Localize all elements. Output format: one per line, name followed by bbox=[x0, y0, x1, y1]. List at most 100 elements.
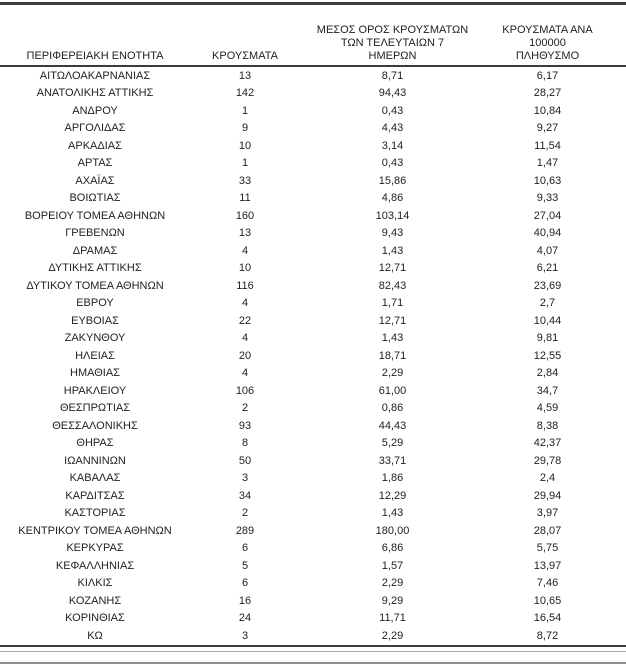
table-row: ΑΙΤΩΛΟΑΚΑΡΝΑΝΙΑΣ 13 8,71 6,17 bbox=[0, 67, 626, 85]
table-row: ΓΡΕΒΕΝΩΝ 13 9,43 40,94 bbox=[0, 225, 626, 243]
table-row: ΚΙΛΚΙΣ 6 2,29 7,46 bbox=[0, 575, 626, 593]
table-row: ΘΕΣΣΑΛΟΝΙΚΗΣ 93 44,43 8,38 bbox=[0, 417, 626, 435]
table-row: ΒΟΙΩΤΙΑΣ 11 4,86 9,33 bbox=[0, 190, 626, 208]
per100k-cell: 34,7 bbox=[536, 384, 559, 397]
table-row: ΔΥΤΙΚΟΥ ΤΟΜΕΑ ΑΘΗΝΩΝ 116 82,43 23,69 bbox=[0, 277, 626, 295]
per100k-cell: 6,17 bbox=[536, 69, 559, 82]
region-cell: ΗΜΑΘΙΑΣ bbox=[70, 367, 120, 380]
table-header-row: ΠΕΡΙΦΕΡΕΙΑΚΗ ΕΝΟΤΗΤΑ ΚΡΟΥΣΜΑΤΑ ΜΕΣΟΣ ΟΡΟ… bbox=[0, 5, 626, 67]
region-cell: ΚΟΖΑΝΗΣ bbox=[68, 594, 122, 607]
cases-cell: 13 bbox=[238, 69, 252, 82]
table-row: ΙΩΑΝΝΙΝΩΝ 50 33,71 29,78 bbox=[0, 452, 626, 470]
avg7-cell: 2,29 bbox=[381, 367, 404, 380]
per100k-cell: 28,07 bbox=[533, 524, 562, 537]
table-row: ΗΜΑΘΙΑΣ 4 2,29 2,84 bbox=[0, 365, 626, 383]
per100k-cell: 4,07 bbox=[536, 244, 559, 257]
per100k-cell: 23,69 bbox=[533, 279, 562, 292]
avg7-cell: 103,14 bbox=[375, 209, 410, 222]
per100k-cell: 2,4 bbox=[539, 472, 556, 485]
avg7-cell: 4,43 bbox=[381, 122, 404, 135]
cases-cell: 1 bbox=[241, 104, 249, 117]
avg7-cell: 4,86 bbox=[381, 192, 404, 205]
region-cell: ΚΕΝΤΡΙΚΟΥ ΤΟΜΕΑ ΑΘΗΝΩΝ bbox=[18, 524, 172, 537]
cases-cell: 116 bbox=[236, 279, 254, 292]
avg7-cell: 9,29 bbox=[381, 594, 404, 607]
per100k-cell: 28,27 bbox=[533, 87, 562, 100]
table-row: ΚΑΒΑΛΑΣ 3 1,86 2,4 bbox=[0, 470, 626, 488]
region-cell: ΚΑΒΑΛΑΣ bbox=[69, 472, 121, 485]
per100k-cell: 13,97 bbox=[533, 559, 562, 572]
cases-cell: 34 bbox=[238, 489, 252, 502]
table-row: ΚΑΣΤΟΡΙΑΣ 2 1,43 3,97 bbox=[0, 505, 626, 523]
cases-cell: 106 bbox=[235, 384, 255, 397]
cases-cell: 3 bbox=[241, 629, 249, 642]
region-cell: ΚΟΡΙΝΘΙΑΣ bbox=[65, 612, 125, 625]
avg7-cell: 2,29 bbox=[381, 577, 404, 590]
per100k-cell: 10,65 bbox=[533, 594, 562, 607]
table-row: ΑΡΤΑΣ 1 0,43 1,47 bbox=[0, 155, 626, 173]
region-cell: ΚΑΣΤΟΡΙΑΣ bbox=[64, 507, 126, 520]
per100k-cell: 29,78 bbox=[533, 454, 562, 467]
region-cell: ΑΡΚΑΔΙΑΣ bbox=[68, 139, 122, 152]
avg7-cell: 6,86 bbox=[381, 542, 404, 555]
cases-cell: 2 bbox=[241, 507, 249, 520]
per100k-cell: 16,54 bbox=[533, 612, 562, 625]
per100k-cell: 29,94 bbox=[533, 489, 562, 502]
avg7-cell: 1,43 bbox=[381, 244, 404, 257]
table-row: ΑΡΓΟΛΙΔΑΣ 9 4,43 9,27 bbox=[0, 120, 626, 138]
table-row: ΚΕΦΑΛΛΗΝΙΑΣ 5 1,57 13,97 bbox=[0, 557, 626, 575]
avg7-cell: 33,71 bbox=[378, 454, 407, 467]
avg7-cell: 11,71 bbox=[379, 612, 406, 625]
cases-cell: 5 bbox=[241, 559, 249, 572]
region-cell: ΑΡΓΟΛΙΔΑΣ bbox=[64, 122, 126, 135]
table-row: ΚΑΡΔΙΤΣΑΣ 34 12,29 29,94 bbox=[0, 487, 626, 505]
region-cell: ΗΛΕΙΑΣ bbox=[75, 349, 115, 362]
avg7-cell: 0,43 bbox=[381, 157, 404, 170]
per100k-cell: 9,27 bbox=[536, 122, 559, 135]
avg7-cell: 1,86 bbox=[381, 472, 404, 485]
footer-rule-thin bbox=[0, 651, 626, 652]
region-cell: ΒΟΡΕΙΟΥ ΤΟΜΕΑ ΑΘΗΝΩΝ bbox=[24, 209, 166, 222]
avg7-cell: 9,43 bbox=[381, 227, 404, 240]
header-avg7: ΜΕΣΟΣ ΟΡΟΣ ΚΡΟΥΣΜΑΤΩΝ ΤΩΝ ΤΕΛΕΥΤΑΙΩΝ 7 Η… bbox=[316, 24, 469, 62]
per100k-cell: 1,47 bbox=[536, 157, 559, 170]
region-cell: ΒΟΙΩΤΙΑΣ bbox=[69, 192, 121, 205]
region-cell: ΘΕΣΠΡΩΤΙΑΣ bbox=[59, 402, 131, 415]
cases-table: ΠΕΡΙΦΕΡΕΙΑΚΗ ΕΝΟΤΗΤΑ ΚΡΟΥΣΜΑΤΑ ΜΕΣΟΣ ΟΡΟ… bbox=[0, 5, 626, 647]
region-cell: ΕΥΒΟΙΑΣ bbox=[71, 314, 119, 327]
per100k-cell: 27,04 bbox=[533, 209, 562, 222]
cases-cell: 289 bbox=[235, 524, 255, 537]
per100k-cell: 10,63 bbox=[533, 174, 562, 187]
region-cell: ΑΝΑΤΟΛΙΚΗΣ ΑΤΤΙΚΗΣ bbox=[36, 87, 154, 100]
per100k-cell: 11,54 bbox=[534, 139, 561, 152]
avg7-cell: 5,29 bbox=[381, 437, 404, 450]
cases-cell: 4 bbox=[241, 297, 249, 310]
table-row: ΔΥΤΙΚΗΣ ΑΤΤΙΚΗΣ 10 12,71 6,21 bbox=[0, 260, 626, 278]
per100k-cell: 5,75 bbox=[536, 542, 559, 555]
region-cell: ΕΒΡΟΥ bbox=[76, 297, 114, 310]
avg7-cell: 8,71 bbox=[381, 69, 404, 82]
header-per100k: ΚΡΟΥΣΜΑΤΑ ΑΝΑ 100000 ΠΛΗΘΥΣΜΟ bbox=[502, 24, 593, 62]
region-cell: ΗΡΑΚΛΕΙΟΥ bbox=[63, 384, 127, 397]
header-region: ΠΕΡΙΦΕΡΕΙΑΚΗ ΕΝΟΤΗΤΑ bbox=[26, 50, 164, 62]
region-cell: ΔΥΤΙΚΗΣ ΑΤΤΙΚΗΣ bbox=[48, 262, 142, 275]
region-cell: ΔΥΤΙΚΟΥ ΤΟΜΕΑ ΑΘΗΝΩΝ bbox=[26, 279, 164, 292]
cases-cell: 93 bbox=[238, 419, 252, 432]
region-cell: ΚΩ bbox=[87, 629, 103, 642]
per100k-cell: 7,46 bbox=[536, 577, 559, 590]
cases-cell: 11 bbox=[239, 192, 251, 205]
per100k-cell: 8,38 bbox=[536, 419, 559, 432]
region-cell: ΑΧΑΪΑΣ bbox=[75, 174, 115, 187]
cases-cell: 6 bbox=[241, 542, 249, 555]
avg7-cell: 12,71 bbox=[378, 262, 407, 275]
cases-cell: 33 bbox=[238, 174, 252, 187]
cases-cell: 1 bbox=[241, 157, 249, 170]
table-row: ΑΝΑΤΟΛΙΚΗΣ ΑΤΤΙΚΗΣ 142 94,43 28,27 bbox=[0, 85, 626, 103]
region-cell: ΘΕΣΣΑΛΟΝΙΚΗΣ bbox=[52, 419, 138, 432]
per100k-cell: 9,81 bbox=[536, 332, 559, 345]
top-rule bbox=[0, 2, 626, 5]
region-cell: ΑΝΔΡΟΥ bbox=[72, 104, 118, 117]
avg7-cell: 94,43 bbox=[378, 87, 407, 100]
table-body: ΑΙΤΩΛΟΑΚΑΡΝΑΝΙΑΣ 13 8,71 6,17 ΑΝΑΤΟΛΙΚΗΣ… bbox=[0, 67, 626, 647]
